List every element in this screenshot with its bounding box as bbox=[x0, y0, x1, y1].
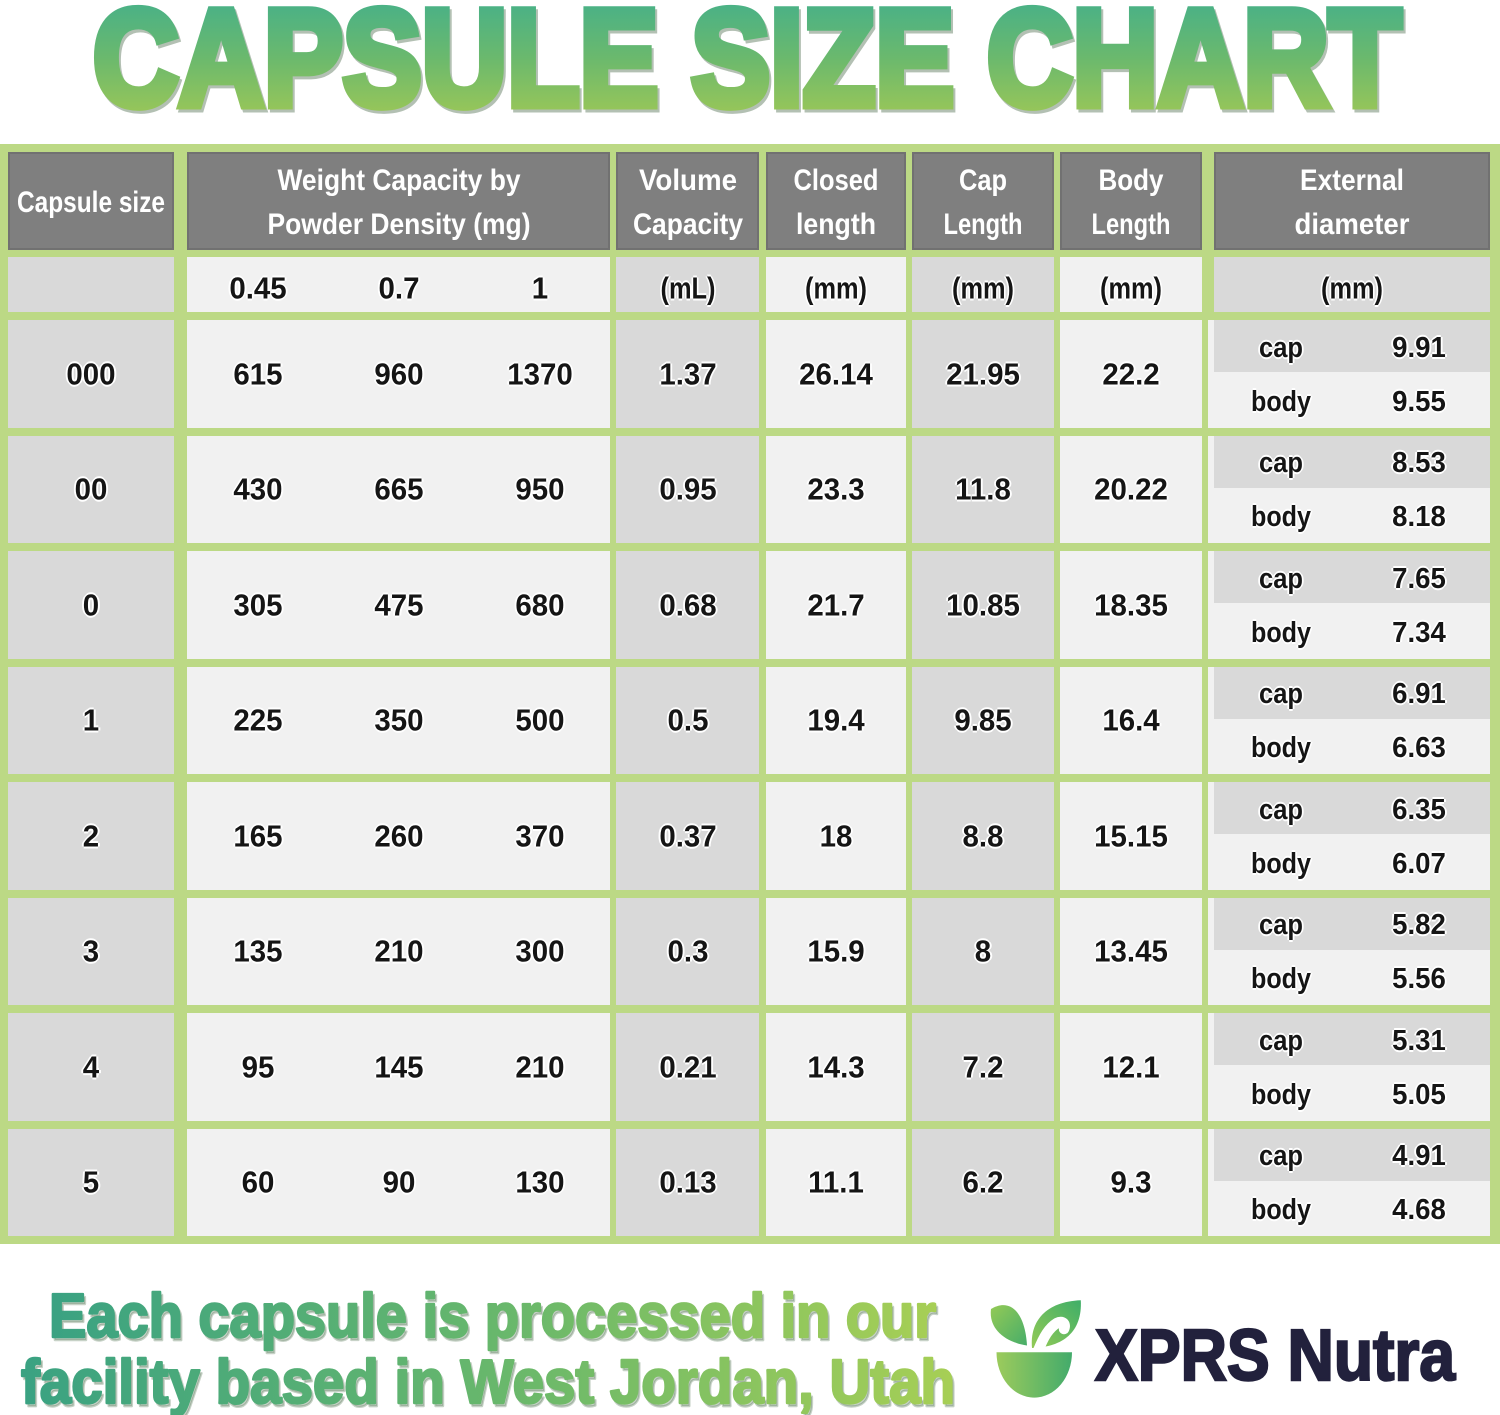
svg-text:Each capsule is processed in o: Each capsule is processed in our bbox=[51, 1285, 938, 1354]
svg-text:CAPSULE SIZE CHART: CAPSULE SIZE CHART bbox=[93, 0, 1401, 135]
svg-text:facility based in West Jordan,: facility based in West Jordan, Utah bbox=[23, 1351, 957, 1415]
svg-text:CAPSULE SIZE CHART: CAPSULE SIZE CHART bbox=[95, 0, 1403, 135]
svg-text:Each capsule is processed in o: Each capsule is processed in our bbox=[49, 1282, 936, 1351]
svg-text:facility based in West Jordan,: facility based in West Jordan, Utah bbox=[21, 1348, 955, 1415]
